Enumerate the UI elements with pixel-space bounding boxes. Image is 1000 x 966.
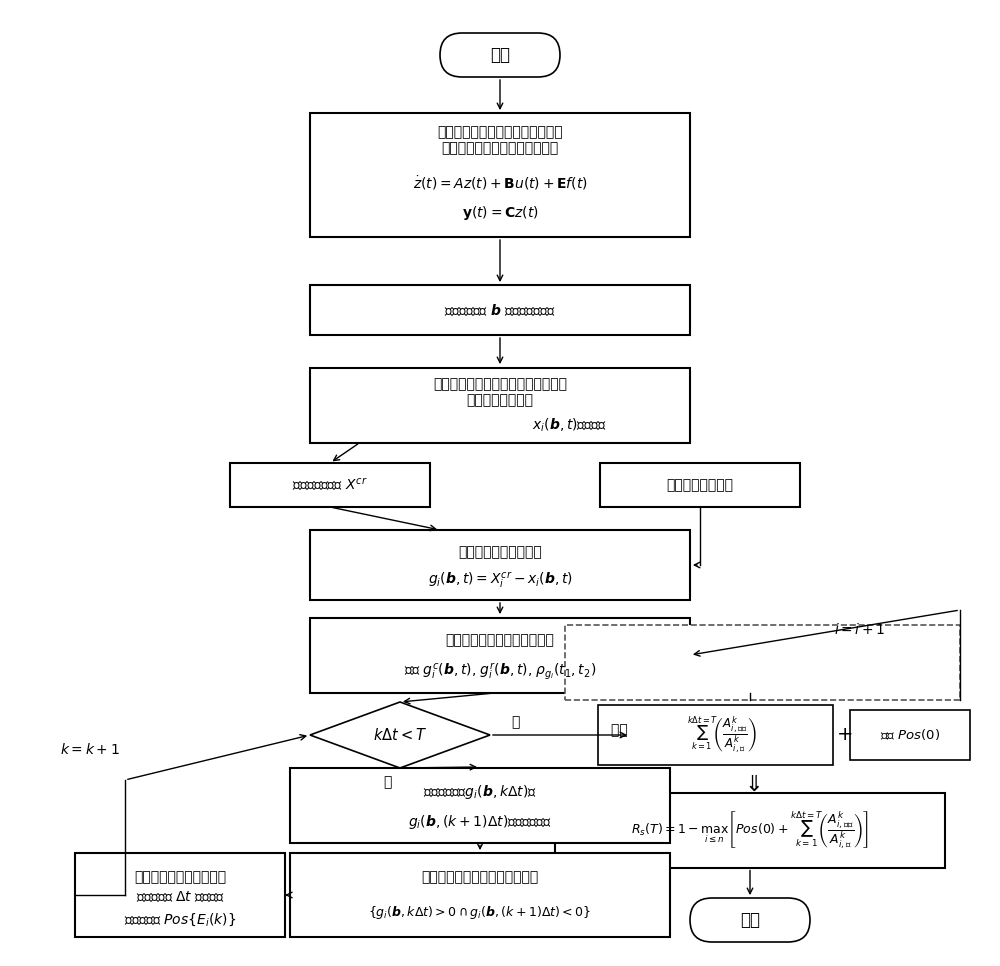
Text: $\{g_i(\boldsymbol{b},k\Delta t)>0\cap g_i(\boldsymbol{b},(k+1)\Delta t)<0\}$: $\{g_i(\boldsymbol{b},k\Delta t)>0\cap g… <box>368 904 592 922</box>
Text: $g_i(\boldsymbol{b},t) = X_i^{cr} - x_i(\boldsymbol{b},t)$: $g_i(\boldsymbol{b},t) = X_i^{cr} - x_i(… <box>428 570 572 590</box>
Text: $\Downarrow$: $\Downarrow$ <box>740 775 760 795</box>
Text: 构建极限状态$g_i(\boldsymbol{b},k\Delta t)$和: 构建极限状态$g_i(\boldsymbol{b},k\Delta t)$和 <box>423 783 537 801</box>
Polygon shape <box>310 702 490 768</box>
Text: 计算 $Pos(0)$: 计算 $Pos(0)$ <box>880 727 940 743</box>
FancyBboxPatch shape <box>565 625 960 700</box>
FancyBboxPatch shape <box>690 898 810 942</box>
Text: $k\Delta t < T$: $k\Delta t < T$ <box>373 727 427 743</box>
Text: $i = i+1$: $i = i+1$ <box>834 622 886 638</box>
Bar <box>310 617 690 693</box>
Text: 结束: 结束 <box>740 911 760 929</box>
Bar <box>290 853 670 937</box>
Text: 基于状态反馈原理构建振动主动控
制系统结构的状态空间离散方程: 基于状态反馈原理构建振动主动控 制系统结构的状态空间离散方程 <box>437 125 563 156</box>
Text: 建模时变极限状态函数: 建模时变极限状态函数 <box>458 545 542 559</box>
Bar <box>310 113 690 237</box>
Bar <box>850 710 970 760</box>
Text: $\sum_{k=1}^{k\Delta t=T}\!\left(\dfrac{A_{i,\text{阴影}}^k}{A_{i,\text{总}}^k}\rig: $\sum_{k=1}^{k\Delta t=T}\!\left(\dfrac{… <box>687 715 757 755</box>
Text: 定义许用值向量 $X^{cr}$: 定义许用值向量 $X^{cr}$ <box>292 476 368 494</box>
Text: 利用一阶泰勒级数展开法求解受控结
构不确定动力响应: 利用一阶泰勒级数展开法求解受控结 构不确定动力响应 <box>433 377 567 407</box>
Text: 引入区间过程模型: 引入区间过程模型 <box>666 478 734 492</box>
Text: 是: 是 <box>383 775 391 789</box>
Bar <box>290 768 670 842</box>
Bar <box>75 853 285 937</box>
Text: 否: 否 <box>511 715 519 729</box>
FancyBboxPatch shape <box>440 33 560 77</box>
Bar <box>230 463 430 507</box>
Text: 获得 $g_i^c(\boldsymbol{b},t)$, $g_i^r(\boldsymbol{b},t)$, $\rho_{g_i}(t_1,t_2)$: 获得 $g_i^c(\boldsymbol{b},t)$, $g_i^r(\bo… <box>404 662 596 682</box>
Bar <box>598 705 832 765</box>
Text: 确定穿越事件对应的几何干涉区: 确定穿越事件对应的几何干涉区 <box>421 870 539 884</box>
Bar <box>310 367 690 442</box>
Text: $x_i(\boldsymbol{b},t)$的上下界: $x_i(\boldsymbol{b},t)$的上下界 <box>532 416 608 434</box>
Text: 开始: 开始 <box>490 46 510 64</box>
Bar <box>310 285 690 335</box>
Text: +: + <box>837 725 853 745</box>
Text: 采用时间离散化策略分别计算: 采用时间离散化策略分别计算 <box>446 633 554 647</box>
Bar <box>555 792 945 867</box>
Text: $k = k+1$: $k = k+1$ <box>60 743 120 757</box>
Text: 基于首次穿越理论，计算: 基于首次穿越理论，计算 <box>134 870 226 884</box>
Text: $g_i(\boldsymbol{b},(k+1)\Delta t)$的偏转矩形域: $g_i(\boldsymbol{b},(k+1)\Delta t)$的偏转矩形… <box>408 813 552 831</box>
Text: 微小时间段 $\Delta t$ 内的穿越: 微小时间段 $\Delta t$ 内的穿越 <box>136 890 224 904</box>
Text: $\dot{z}(t) = Az(t) + \mathbf{B}u(t) + \mathbf{E}f(t)$: $\dot{z}(t) = Az(t) + \mathbf{B}u(t) + \… <box>413 174 587 192</box>
Text: 计算: 计算 <box>611 723 633 737</box>
Text: 输入区间向量 $\boldsymbol{b}$ 的不确定性特征: 输入区间向量 $\boldsymbol{b}$ 的不确定性特征 <box>444 302 556 318</box>
Bar <box>600 463 800 507</box>
Text: $R_s(T)=1-\underset{i\leq n}{\max}\left[Pos(0)+\sum_{k=1}^{k\Delta t=T}\!\left(\: $R_s(T)=1-\underset{i\leq n}{\max}\left[… <box>631 810 869 851</box>
Text: 可能度指标 $Pos\{E_i(k)\}$: 可能度指标 $Pos\{E_i(k)\}$ <box>124 912 236 928</box>
Bar <box>310 530 690 600</box>
Text: $\mathbf{y}(t) = \mathbf{C}z(t)$: $\mathbf{y}(t) = \mathbf{C}z(t)$ <box>462 204 538 222</box>
